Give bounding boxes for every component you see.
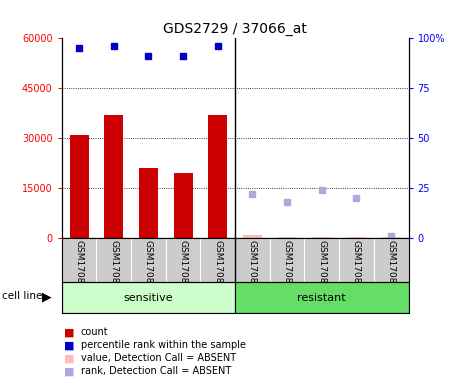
Bar <box>62 282 235 313</box>
Bar <box>277 237 297 238</box>
Text: GSM170886: GSM170886 <box>75 240 84 295</box>
Title: GDS2729 / 37066_at: GDS2729 / 37066_at <box>163 22 307 36</box>
Bar <box>104 115 124 238</box>
Text: ■: ■ <box>64 327 75 337</box>
Text: ■: ■ <box>64 366 75 376</box>
Text: GSM170888: GSM170888 <box>144 240 153 295</box>
Text: cell line: cell line <box>2 291 43 301</box>
Text: GSM170895: GSM170895 <box>387 240 396 295</box>
Text: GSM170891: GSM170891 <box>248 240 257 295</box>
Bar <box>208 115 228 238</box>
Bar <box>347 237 366 238</box>
Text: sensitive: sensitive <box>124 293 173 303</box>
Text: GSM170894: GSM170894 <box>352 240 361 295</box>
Text: GSM170892: GSM170892 <box>283 240 292 295</box>
Bar <box>235 282 408 313</box>
Bar <box>69 135 89 238</box>
Text: ■: ■ <box>64 353 75 363</box>
Text: percentile rank within the sample: percentile rank within the sample <box>81 340 246 350</box>
Text: rank, Detection Call = ABSENT: rank, Detection Call = ABSENT <box>81 366 231 376</box>
Text: ■: ■ <box>64 340 75 350</box>
Text: ▶: ▶ <box>42 290 51 303</box>
Bar <box>139 168 158 238</box>
Bar <box>243 235 262 238</box>
Bar <box>312 237 332 238</box>
Bar <box>173 173 193 238</box>
Text: GSM170889: GSM170889 <box>179 240 188 295</box>
Text: resistant: resistant <box>297 293 346 303</box>
Bar <box>381 237 401 238</box>
Text: GSM170893: GSM170893 <box>317 240 326 295</box>
Text: value, Detection Call = ABSENT: value, Detection Call = ABSENT <box>81 353 236 363</box>
Text: count: count <box>81 327 108 337</box>
Text: GSM170887: GSM170887 <box>109 240 118 295</box>
Text: GSM170890: GSM170890 <box>213 240 222 295</box>
